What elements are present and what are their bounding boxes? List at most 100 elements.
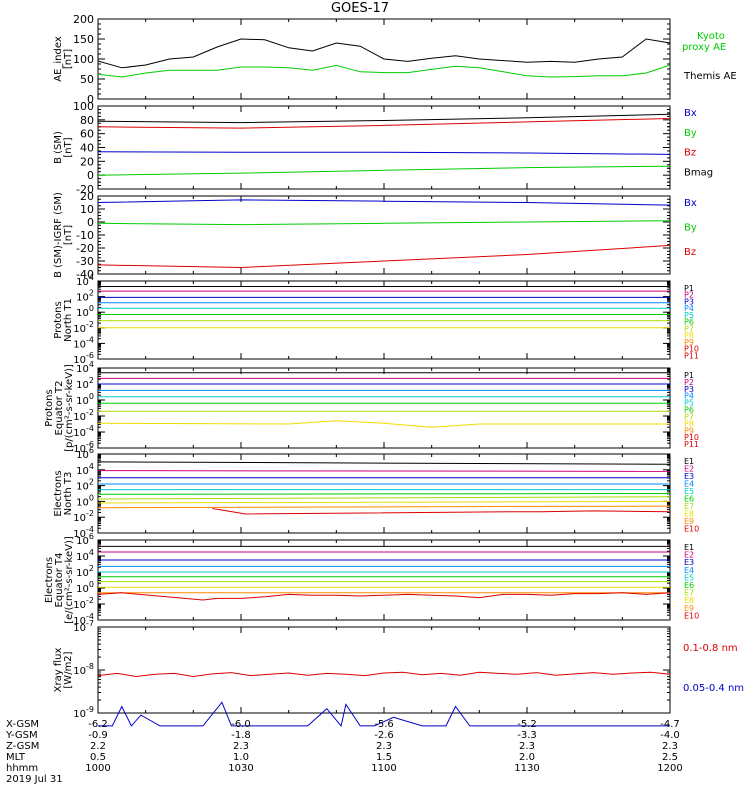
axis-row-value: 2.3 xyxy=(519,741,535,752)
tick-exponent: -6 xyxy=(86,351,94,360)
y-tick-label: 0 xyxy=(87,93,94,106)
y-tick-label: 60 xyxy=(80,128,94,141)
axis-row-value: -2.6 xyxy=(374,730,394,741)
tick-base: 10 xyxy=(76,380,89,391)
tick-base: 10 xyxy=(76,450,89,461)
legend-e8: E8 xyxy=(684,510,694,519)
series-line-e10 xyxy=(97,592,671,601)
panel-1: 0 50 100 150 200 AE_index [nT] xyxy=(53,13,671,106)
axis-row-value: -1.8 xyxy=(231,730,251,741)
y-axis-label: Equator T4 xyxy=(54,553,65,608)
tick-exponent: 2 xyxy=(89,478,94,487)
y-tick-label: 10-7 xyxy=(73,619,94,634)
legend-kyoto: Kyoto xyxy=(697,31,725,42)
legend-e3: E3 xyxy=(684,558,694,567)
legend-p9: P9 xyxy=(684,426,694,435)
y-tick-label: 20 xyxy=(80,155,94,168)
axis-row-value: -4.0 xyxy=(660,730,680,741)
tick-exponent: 4 xyxy=(89,462,94,471)
y-tick-label: 10-4 xyxy=(73,612,94,627)
y-tick-label: 10-4 xyxy=(73,525,94,540)
y-tick-label: -40 xyxy=(76,268,94,281)
y-axis-label: B (SM)-IGRF (SM) xyxy=(53,192,64,278)
y-tick-label: 50 xyxy=(80,73,94,86)
y-axis-label: [p/(cm²-s-sr-keV)] xyxy=(64,364,75,452)
axis-row-value: -4.7 xyxy=(660,719,680,730)
date-label: 2019 Jul 31 xyxy=(6,774,63,785)
tick-base: 10 xyxy=(76,568,89,579)
y-axis-label: Protons xyxy=(44,389,55,426)
panel-frame xyxy=(97,280,671,360)
tick-exponent: 6 xyxy=(89,446,94,455)
legend-e2: E2 xyxy=(684,551,694,560)
legend-p3: P3 xyxy=(684,297,694,306)
legend-p10: P10 xyxy=(684,433,699,442)
tick-exponent: -2 xyxy=(86,596,94,605)
y-axis-label: Electrons xyxy=(53,470,64,516)
legend-p7: P7 xyxy=(684,324,694,333)
y-tick-label: 104 xyxy=(76,548,94,563)
legend-e5: E5 xyxy=(684,573,694,582)
y-axis-label: B (SM) xyxy=(53,131,64,164)
tick-exponent: 0 xyxy=(89,392,94,401)
series-line-e6 xyxy=(97,493,671,495)
y-tick-label: 200 xyxy=(73,13,94,26)
y-tick-label: 100 xyxy=(76,304,94,319)
series-line-themis-ae xyxy=(97,38,671,69)
tick-base: 10 xyxy=(76,584,89,595)
axis-row-value: -0.9 xyxy=(88,730,108,741)
tick-exponent: -4 xyxy=(86,525,94,534)
tick-exponent: -9 xyxy=(86,705,94,714)
y-axis-label: North T1 xyxy=(63,298,74,342)
legend-themis-ae: Themis AE xyxy=(683,71,737,82)
tick-exponent: -6 xyxy=(86,440,94,449)
axis-row-value: 2.0 xyxy=(519,752,535,763)
y-tick-label: 10-2 xyxy=(73,509,94,524)
axis-row-value: -6.2 xyxy=(88,719,108,730)
y-axis-label: North T3 xyxy=(63,472,74,516)
legend-0-1-0-8-nm: 0.1-0.8 nm xyxy=(683,643,738,654)
y-tick-label: 106 xyxy=(76,446,94,461)
axis-row-value: 1200 xyxy=(657,763,682,774)
tick-exponent: 4 xyxy=(89,548,94,557)
legend-by: By xyxy=(684,222,697,233)
tick-base: 10 xyxy=(73,428,86,439)
y-tick-label: 100 xyxy=(76,392,94,407)
tick-base: 10 xyxy=(73,324,86,335)
tick-base: 10 xyxy=(76,497,89,508)
y-tick-label: 10-9 xyxy=(73,705,94,720)
panel-frame xyxy=(97,367,671,449)
y-tick-label: 100 xyxy=(76,580,94,595)
tick-exponent: -8 xyxy=(86,662,94,671)
legend-e6: E6 xyxy=(684,495,694,504)
legend-e2: E2 xyxy=(684,465,694,474)
legend-e9: E9 xyxy=(684,517,694,526)
tick-base: 10 xyxy=(73,666,86,677)
axis-row-value: -6.0 xyxy=(231,719,251,730)
legend-e4: E4 xyxy=(684,480,694,489)
tick-base: 10 xyxy=(73,444,86,455)
legend-e3: E3 xyxy=(684,472,694,481)
legend-p8: P8 xyxy=(684,419,694,428)
y-tick-label: 106 xyxy=(76,532,94,547)
legend-p3: P3 xyxy=(684,385,694,394)
legend-e1: E1 xyxy=(684,543,694,552)
tick-exponent: 4 xyxy=(89,273,94,282)
axis-row-label: MLT xyxy=(6,752,26,763)
series-line-bz xyxy=(97,118,671,129)
y-axis-label: [e/(cm²-s-sr-keV)] xyxy=(64,536,75,624)
y-axis-label: Equator T2 xyxy=(54,381,65,436)
legend-e5: E5 xyxy=(684,487,694,496)
legend-p4: P4 xyxy=(684,304,694,313)
legend-e8: E8 xyxy=(684,596,694,605)
tick-base: 10 xyxy=(73,709,86,720)
panel-frame xyxy=(97,195,671,275)
legend-p7: P7 xyxy=(684,412,694,421)
axis-row-value: 1.5 xyxy=(376,752,392,763)
legend-e7: E7 xyxy=(684,502,694,511)
